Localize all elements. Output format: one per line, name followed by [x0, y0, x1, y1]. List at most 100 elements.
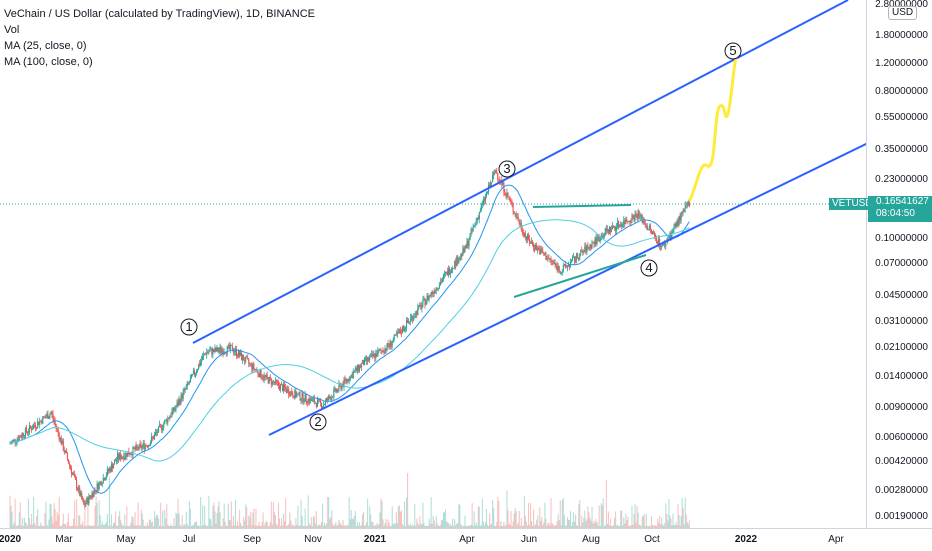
- candle-body: [441, 279, 443, 283]
- volume-bar: [159, 525, 161, 528]
- candle-body: [328, 396, 330, 401]
- volume-bar: [54, 508, 56, 528]
- candle-body: [100, 481, 102, 486]
- time-axis[interactable]: 2020 Mar May Jul Sep Nov 2021 Apr Jun Au…: [0, 528, 932, 551]
- volume-bar: [683, 524, 685, 528]
- volume-bar: [207, 525, 209, 528]
- candle-body: [476, 217, 478, 222]
- volume-bar: [252, 512, 254, 528]
- volume-bar: [262, 512, 264, 528]
- indicator-ma-25[interactable]: MA (25, close, 0): [4, 40, 87, 52]
- candle-body: [482, 198, 484, 204]
- candle-body: [688, 201, 690, 207]
- volume-bar: [428, 518, 430, 528]
- volume-bar: [472, 525, 474, 528]
- volume-bar: [451, 525, 453, 528]
- candle-body: [407, 320, 409, 323]
- volume-bar: [108, 476, 110, 528]
- candle-body: [630, 222, 632, 223]
- candle-body: [383, 351, 385, 353]
- candle-body: [377, 350, 379, 357]
- indicator-volume[interactable]: Vol: [4, 24, 20, 36]
- candle-body: [357, 364, 359, 371]
- volume-bar: [432, 515, 434, 528]
- candle-body: [590, 244, 592, 249]
- volume-bar: [611, 525, 614, 528]
- candle-body: [142, 443, 144, 447]
- volume-bar: [619, 526, 621, 528]
- candle-body: [444, 272, 447, 274]
- volume-bar: [533, 509, 535, 528]
- volume-bar: [469, 525, 471, 528]
- candle-body: [107, 469, 109, 472]
- volume-bar: [615, 511, 617, 528]
- volume-bar: [682, 507, 684, 528]
- volume-bar: [563, 514, 565, 528]
- volume-bar: [539, 507, 541, 528]
- volume-bar: [678, 515, 680, 528]
- volume-bar: [617, 524, 619, 528]
- candle-body: [236, 355, 239, 357]
- candle-body: [447, 271, 449, 276]
- chart-area[interactable]: 1 2 3 4 5 VeChain / US Dollar (calculate…: [0, 0, 866, 528]
- volume-bar: [520, 517, 522, 528]
- volume-bar: [465, 525, 467, 528]
- volume-bar: [254, 525, 256, 528]
- candle-body: [61, 440, 63, 445]
- candle-body: [137, 447, 139, 450]
- candle-body: [396, 332, 398, 336]
- volume-bar: [121, 523, 123, 528]
- candle-body: [151, 436, 154, 438]
- candle-body: [612, 225, 615, 228]
- candle-body: [258, 373, 260, 377]
- volume-bar: [536, 520, 538, 528]
- volume-bar: [285, 498, 287, 528]
- candle-body: [619, 225, 621, 228]
- candle-body: [537, 247, 539, 251]
- volume-bar: [525, 521, 527, 528]
- candle-body: [499, 180, 501, 182]
- candle-body: [400, 332, 402, 334]
- candle-body: [469, 234, 471, 241]
- price-axis[interactable]: 2.80000000 1.80000000 1.20000000 0.80000…: [866, 0, 932, 528]
- volume-bar: [518, 510, 520, 528]
- candle-body: [105, 475, 107, 479]
- candle-body: [327, 398, 329, 401]
- volume-bar: [333, 525, 335, 528]
- volume-bar: [495, 525, 497, 528]
- candle-body: [192, 371, 195, 375]
- indicator-ma-100[interactable]: MA (100, close, 0): [4, 56, 93, 68]
- price-tick: 0.55000000: [875, 112, 928, 123]
- volume-bar: [564, 525, 566, 528]
- volume-bar: [358, 522, 360, 528]
- volume-bar: [233, 525, 235, 528]
- candle-body: [585, 246, 587, 253]
- volume-bar: [576, 525, 578, 528]
- candle-body: [388, 346, 390, 348]
- currency-badge[interactable]: USD: [888, 6, 918, 20]
- candle-body: [346, 379, 348, 382]
- volume-bar: [286, 525, 288, 528]
- candle-body: [52, 414, 54, 419]
- price-chart[interactable]: 1 2 3 4 5: [0, 0, 866, 528]
- volume-bar: [633, 514, 635, 528]
- volume-bar: [490, 524, 492, 528]
- volume-bar: [521, 525, 523, 528]
- volume-bar: [323, 525, 325, 528]
- candle-body: [170, 416, 172, 418]
- volume-bar: [438, 525, 440, 528]
- volume-bar: [377, 525, 379, 528]
- candle-body: [143, 443, 145, 450]
- volume-bar: [483, 525, 485, 528]
- volume-bar: [107, 525, 109, 528]
- candle-body: [210, 348, 212, 351]
- candle-body: [316, 399, 318, 407]
- volume-bar: [198, 525, 200, 528]
- chart-title[interactable]: VeChain / US Dollar (calculated by Tradi…: [4, 8, 315, 20]
- candle-body: [485, 192, 488, 196]
- volume-bar: [51, 516, 53, 528]
- volume-bar: [49, 503, 51, 528]
- candle-body: [209, 350, 211, 352]
- candle-body: [57, 428, 59, 434]
- candle-body: [570, 259, 573, 262]
